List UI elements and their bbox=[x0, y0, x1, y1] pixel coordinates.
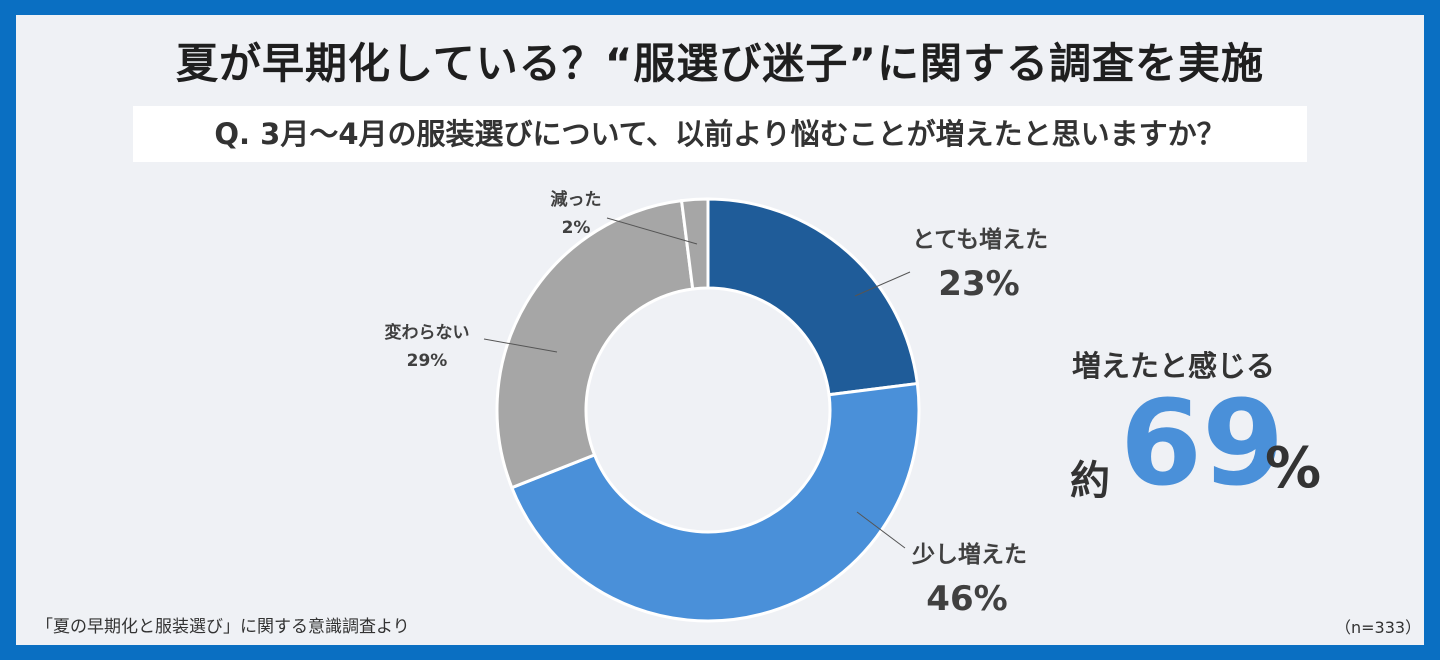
leader-very-increased bbox=[854, 271, 911, 297]
label-slightly-increased-name: 少し増えた bbox=[912, 542, 1027, 568]
label-unchanged-name: 変わらない bbox=[384, 323, 470, 343]
summary-heading: 増えたと感じる bbox=[1072, 349, 1276, 383]
page-title: 夏が早期化している？“服選び迷子”に関する調査を実施 bbox=[176, 39, 1264, 88]
leader-unchanged bbox=[483, 338, 558, 353]
label-unchanged-value: 29% bbox=[406, 351, 448, 371]
label-unchanged: 変わらない 29% bbox=[375, 318, 479, 371]
summary-prefix: 約 bbox=[1070, 458, 1110, 504]
slice-decreased bbox=[679, 197, 710, 291]
label-decreased-value: 2% bbox=[561, 218, 591, 238]
label-very-increased: とても増えた 23% bbox=[912, 220, 1049, 304]
slice-unchanged bbox=[495, 198, 695, 490]
label-slightly-increased-value: 46% bbox=[926, 579, 1008, 619]
source-note: 「夏の早期化と服装選び」に関する意識調査より bbox=[36, 617, 410, 637]
label-slightly-increased: 少し増えた 46% bbox=[912, 535, 1027, 619]
label-decreased: 減った 2% bbox=[544, 185, 608, 238]
leader-decreased bbox=[606, 217, 698, 245]
label-very-increased-value: 23% bbox=[938, 264, 1020, 304]
summary-unit: % bbox=[1265, 436, 1322, 501]
question-text: Q. 3月〜4月の服装選びについて、以前より悩むことが増えたと思いますか？ bbox=[214, 117, 1226, 151]
sample-size: （n=333） bbox=[1335, 618, 1422, 637]
summary-value: 69 bbox=[1120, 374, 1285, 512]
slice-very-increased bbox=[706, 197, 920, 397]
slice-slightly-increased bbox=[509, 381, 921, 623]
question-box bbox=[133, 106, 1307, 162]
label-decreased-name: 減った bbox=[550, 190, 602, 210]
leader-slightly-increased bbox=[856, 511, 906, 549]
label-very-increased-name: とても増えた bbox=[912, 227, 1049, 253]
